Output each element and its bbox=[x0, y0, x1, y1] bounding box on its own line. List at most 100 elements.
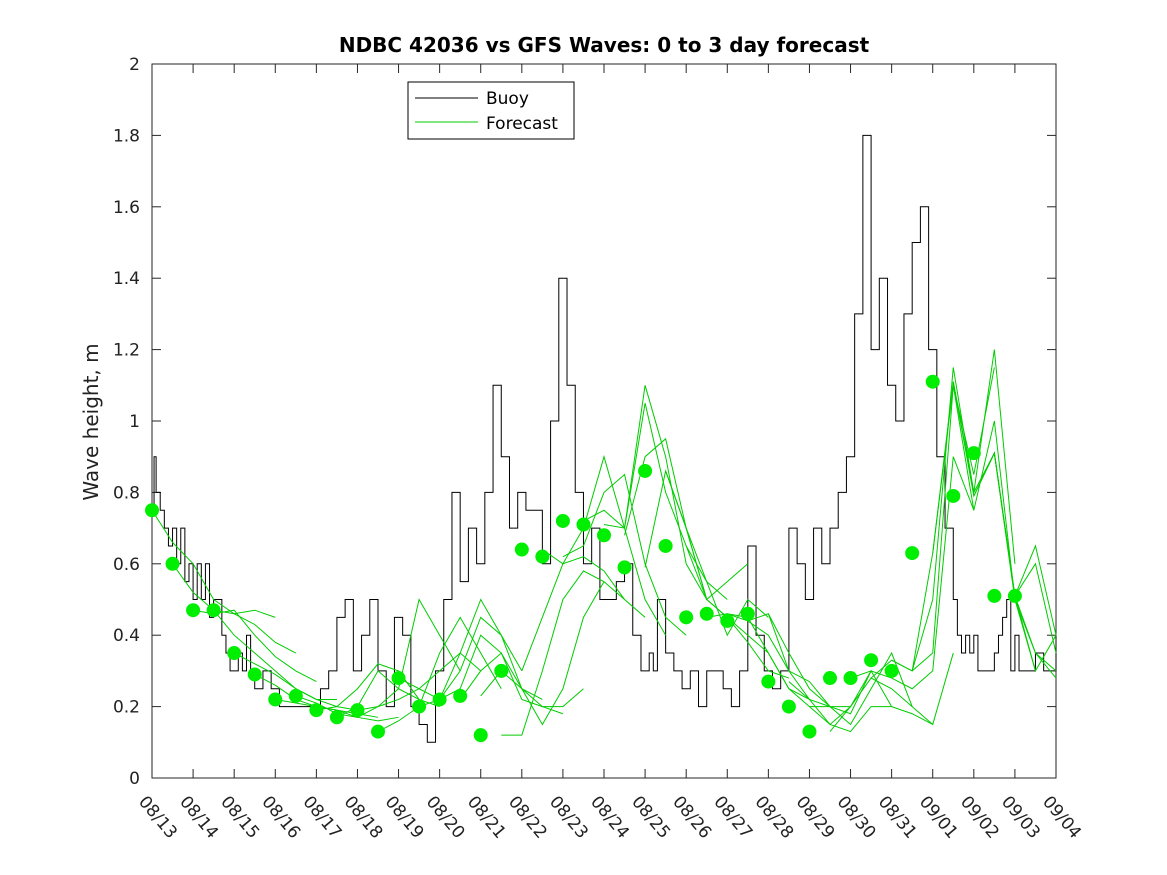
forecast-analysis-point bbox=[186, 603, 201, 618]
forecast-analysis-point bbox=[617, 560, 632, 575]
x-tick-label: 08/22 bbox=[504, 792, 551, 842]
forecast-analysis-point bbox=[905, 546, 920, 561]
forecast-analysis-point bbox=[555, 513, 570, 528]
forecast-analysis-point bbox=[145, 503, 159, 518]
x-tick-label: 09/03 bbox=[997, 792, 1044, 842]
forecast-analysis-point bbox=[535, 549, 550, 564]
forecast-analysis-point bbox=[638, 463, 653, 478]
forecast-analysis-point bbox=[165, 556, 180, 571]
forecast-run-line bbox=[377, 616, 502, 733]
forecast-analysis-point bbox=[288, 688, 303, 703]
x-tick-label: 08/18 bbox=[340, 792, 387, 842]
y-tick-label: 0.8 bbox=[113, 483, 140, 503]
y-tick-label: 0.4 bbox=[113, 626, 140, 646]
forecast-run-line bbox=[316, 663, 440, 711]
x-tick-label: 09/02 bbox=[956, 792, 1003, 842]
buoy-series-line bbox=[152, 134, 1057, 743]
forecast-analysis-point bbox=[1007, 588, 1022, 603]
y-tick-label: 1.6 bbox=[113, 198, 140, 218]
forecast-analysis-point bbox=[412, 699, 427, 714]
forecast-analysis-point bbox=[946, 488, 961, 503]
forecast-analysis-point bbox=[761, 674, 776, 689]
forecast-analysis-point bbox=[843, 671, 858, 686]
x-tick-label: 08/20 bbox=[422, 792, 469, 842]
y-tick-label: 1.2 bbox=[113, 341, 140, 361]
x-tick-label: 08/13 bbox=[134, 792, 181, 842]
x-tick-label: 09/01 bbox=[915, 792, 962, 842]
x-tick-label: 08/28 bbox=[751, 792, 798, 842]
y-tick-label: 0.2 bbox=[113, 698, 140, 718]
x-tick-label: 08/26 bbox=[668, 792, 715, 842]
forecast-analysis-point bbox=[740, 606, 755, 621]
forecast-analysis-point bbox=[329, 710, 344, 725]
x-tick-label: 08/23 bbox=[545, 792, 592, 842]
x-tick-label: 08/24 bbox=[586, 792, 633, 842]
y-tick-label: 0 bbox=[129, 769, 140, 789]
forecast-analysis-point bbox=[268, 692, 283, 707]
forecast-analysis-point bbox=[350, 703, 365, 718]
y-tick-label: 1 bbox=[129, 412, 140, 432]
forecast-analysis-point bbox=[658, 538, 673, 553]
legend-buoy-label: Buoy bbox=[486, 89, 529, 109]
forecast-analysis-point bbox=[227, 646, 242, 661]
forecast-analysis-point bbox=[576, 517, 591, 532]
plot-area: 00.20.40.60.811.21.41.61.8208/1308/1408/… bbox=[113, 55, 1085, 843]
forecast-run-line bbox=[542, 454, 667, 636]
forecast-analysis-point bbox=[494, 663, 509, 678]
x-tick-label: 08/17 bbox=[299, 792, 346, 842]
x-tick-label: 08/21 bbox=[463, 792, 510, 842]
forecast-analysis-point bbox=[309, 703, 324, 718]
forecast-run-line bbox=[562, 473, 687, 636]
y-tick-label: 2 bbox=[129, 55, 140, 75]
forecast-run-line bbox=[1014, 595, 1057, 673]
forecast-run-line bbox=[151, 509, 276, 618]
x-tick-label: 08/15 bbox=[216, 792, 263, 842]
x-tick-label: 08/14 bbox=[175, 792, 222, 842]
forecast-analysis-point bbox=[597, 528, 611, 543]
forecast-run-line bbox=[788, 651, 913, 726]
x-tick-label: 08/30 bbox=[833, 792, 880, 842]
forecast-analysis-point bbox=[206, 603, 221, 618]
forecast-run-line bbox=[829, 652, 954, 732]
forecast-analysis-point bbox=[884, 663, 899, 678]
x-tick-label: 08/31 bbox=[874, 792, 921, 842]
legend-forecast-label: Forecast bbox=[486, 114, 558, 134]
y-tick-label: 1.8 bbox=[113, 126, 140, 146]
forecast-analysis-point bbox=[247, 667, 262, 682]
forecast-run-line bbox=[459, 652, 584, 708]
forecast-run-line bbox=[501, 570, 625, 736]
legend-box bbox=[407, 81, 575, 140]
forecast-analysis-point bbox=[781, 699, 796, 714]
x-tick-label: 08/27 bbox=[709, 792, 756, 842]
x-tick-label: 08/25 bbox=[627, 792, 674, 842]
chart-title: NDBC 42036 vs GFS Waves: 0 to 3 day fore… bbox=[339, 33, 870, 57]
forecast-analysis-point bbox=[432, 692, 447, 707]
forecast-analysis-point bbox=[679, 610, 694, 625]
y-tick-label: 0.6 bbox=[113, 555, 140, 575]
forecast-run-line bbox=[583, 385, 708, 600]
forecast-analysis-point bbox=[473, 728, 488, 743]
forecast-analysis-point bbox=[823, 671, 837, 686]
forecast-run-line bbox=[275, 698, 399, 722]
forecast-analysis-point bbox=[514, 542, 529, 557]
forecast-analysis-point bbox=[453, 688, 468, 703]
y-tick-label: 1.4 bbox=[113, 269, 140, 289]
forecast-analysis-point bbox=[802, 724, 817, 739]
forecast-run-line bbox=[850, 456, 975, 690]
forecast-analysis-point bbox=[720, 613, 735, 628]
forecast-analysis-point bbox=[925, 374, 940, 389]
y-axis-label: Wave height, m bbox=[79, 343, 103, 500]
forecast-analysis-point bbox=[699, 606, 714, 621]
forecast-analysis-point bbox=[391, 671, 406, 686]
x-tick-label: 08/29 bbox=[792, 792, 839, 842]
forecast-run-line bbox=[993, 453, 1057, 654]
forecast-analysis-point bbox=[987, 588, 1002, 603]
x-tick-label: 09/04 bbox=[1038, 792, 1085, 842]
forecast-analysis-point bbox=[371, 724, 385, 739]
legend: Buoy Forecast bbox=[407, 81, 575, 140]
forecast-run-line bbox=[521, 556, 646, 672]
axes-box bbox=[151, 63, 1057, 779]
forecast-run-line bbox=[172, 563, 297, 654]
x-tick-label: 08/19 bbox=[381, 792, 428, 842]
